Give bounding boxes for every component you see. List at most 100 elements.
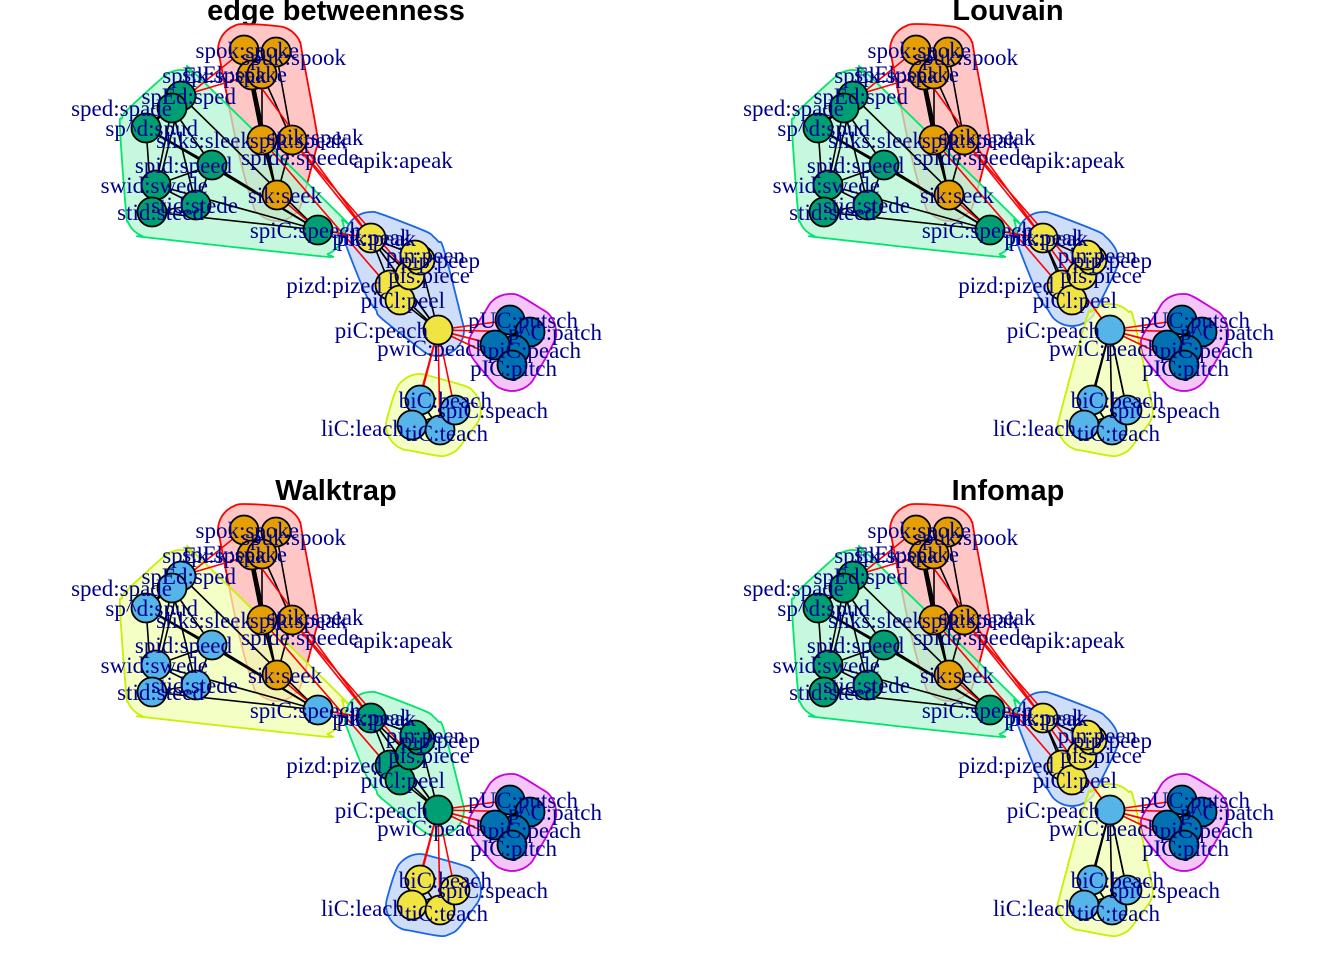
vertex-label: tiC:teach [405,421,489,446]
vertex-label: stid:stede [151,673,238,698]
vertex-label: piC:peach [335,318,429,343]
network-edge [171,587,197,686]
vertex-node [261,659,293,691]
network-edge [151,211,319,231]
vertex-label: spid:speed [135,153,233,178]
vertex-label: pik:peak [1004,705,1084,730]
vertex-label: pip:peep [1073,728,1152,753]
vertex-node [196,629,228,661]
vertex-node [130,592,162,624]
vertex-label: spuk:spook [241,45,346,70]
vertex-label: sik:seek [920,183,995,208]
vertex-label: spEk:speak [162,543,267,568]
vertex-label: stid:steed [117,680,204,705]
network-edge [1109,329,1113,431]
vertex-label: tiC:teach [1077,421,1161,446]
vertex-label: spik:speak [266,605,364,630]
vertex-label: piCl:peel [1033,288,1117,313]
vertex-label: spok:spoke [868,518,972,543]
vertex-label: spEk:spake [854,62,959,87]
vertex-label: biC:beach [1071,868,1165,893]
vertex-node [302,214,334,246]
vertex-label: pis:piece [388,743,470,768]
vertex-label: spEd:sped [813,564,908,589]
network-edge [827,184,991,231]
vertex-node [355,702,387,734]
vertex-label: piC:peach [488,338,582,363]
vertex-label: sp^d:spud [777,116,870,141]
vertex-label: pwiC:peach [377,336,487,361]
vertex-label: swid:swede [101,173,208,198]
vertex-label: spiC:speach [437,398,549,423]
vertex-label: piC:peach [1160,818,1254,843]
vertex-node [479,329,511,361]
vertex-node [399,239,431,271]
vertex-label: spEd:sped [141,84,236,109]
vertex-label: apik:apeak [1025,628,1125,653]
vertex-label: stid:stede [151,193,238,218]
network-edge [923,74,1044,239]
vertex-node [868,629,900,661]
vertex-label: piC:peach [335,798,429,823]
network-edge [291,139,411,276]
network-edge [180,575,319,711]
vertex-label: spEk:speak [834,543,939,568]
network-edge [923,554,1044,719]
vertex-node [932,516,964,548]
panel-title: Infomap [952,475,1065,507]
vertex-label: sik:seek [920,663,995,688]
vertex-node [802,112,834,144]
vertex-label: spik:speak [922,608,1020,633]
vertex-node [852,189,884,221]
vertex-label: pik:peak [1009,226,1089,251]
vertex-node [918,124,950,156]
vertex-node [933,659,965,691]
vertex-label: spiC:speech [250,218,362,243]
vertex-node [828,92,860,124]
vertex-label: stid:steed [117,200,204,225]
vertex-label: spiC:speech [922,218,1034,243]
vertex-label: pin:peen [1058,243,1138,268]
vertex-node [246,58,278,90]
network-edge [291,619,372,719]
vertex-labels: spok:spokespuk:spookspEk:speakspEk:spake… [743,38,1274,446]
network-edge [963,619,1083,756]
network-edge [823,691,991,711]
vertex-label: spid:speed [807,153,905,178]
vertex-label: spEk:speak [162,63,267,88]
vertex-label: spEk:spake [182,62,287,87]
network-edge [852,95,991,231]
vertex-node [1071,719,1103,751]
vertex-node [302,694,334,726]
vertex-node [1094,794,1126,826]
vertex-label: spide:speede [913,625,1031,650]
vertex-node [948,124,980,156]
vertex-label: p^C:patch [508,800,602,825]
vertex-node [1027,702,1059,734]
vertex-label: pUC:putsch [468,788,578,813]
vertex-label: swid:swede [101,653,208,678]
vertex-label: spuk:spook [913,525,1018,550]
vertex-node [196,149,228,181]
vertex-label: tiC:teach [405,901,489,926]
vertex-label: pis:piece [388,263,470,288]
vertex-label: spiC:speech [922,698,1034,723]
vertex-label: sped:spade [743,96,844,121]
vertex-label: spiC:speach [1109,398,1221,423]
vertex-label: pUC:putsch [468,308,578,333]
panel-title: edge betweenness [207,0,465,27]
network-vertices [802,34,1218,446]
vertex-label: pIC:pitch [470,836,557,861]
vertex-label: spik:speak [938,125,1036,150]
vertex-label: spEk:spake [182,542,287,567]
vertex-label: stid:steed [789,200,876,225]
vertex-node [1168,829,1200,861]
network-edge [963,139,1083,276]
network-edge [155,664,319,711]
vertex-label: sped:spade [71,576,172,601]
vertex-label: sped:spade [71,96,172,121]
network-edge [171,107,197,206]
vertex-label: pIC:pitch [470,356,557,381]
network-vertices [802,514,1218,926]
